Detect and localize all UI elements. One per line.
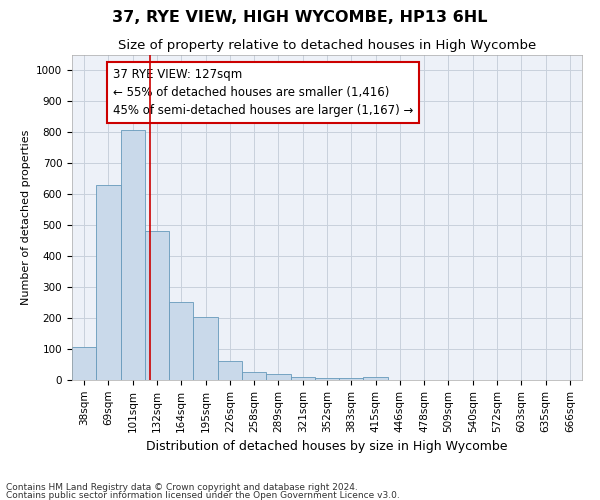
Y-axis label: Number of detached properties: Number of detached properties — [20, 130, 31, 305]
Text: 37, RYE VIEW, HIGH WYCOMBE, HP13 6HL: 37, RYE VIEW, HIGH WYCOMBE, HP13 6HL — [112, 10, 488, 25]
Text: Contains public sector information licensed under the Open Government Licence v3: Contains public sector information licen… — [6, 490, 400, 500]
Bar — [290, 376, 315, 380]
Text: 37 RYE VIEW: 127sqm
← 55% of detached houses are smaller (1,416)
45% of semi-det: 37 RYE VIEW: 127sqm ← 55% of detached ho… — [113, 68, 413, 117]
Bar — [218, 361, 242, 380]
Bar — [315, 378, 339, 380]
Bar — [193, 316, 218, 380]
Title: Size of property relative to detached houses in High Wycombe: Size of property relative to detached ho… — [118, 40, 536, 52]
Bar — [266, 374, 290, 380]
Text: Contains HM Land Registry data © Crown copyright and database right 2024.: Contains HM Land Registry data © Crown c… — [6, 484, 358, 492]
Bar — [72, 347, 96, 380]
Bar — [121, 130, 145, 380]
Bar — [169, 302, 193, 380]
X-axis label: Distribution of detached houses by size in High Wycombe: Distribution of detached houses by size … — [146, 440, 508, 453]
Bar — [145, 232, 169, 380]
Bar — [242, 372, 266, 380]
Bar — [339, 378, 364, 380]
Bar — [96, 185, 121, 380]
Bar — [364, 376, 388, 380]
